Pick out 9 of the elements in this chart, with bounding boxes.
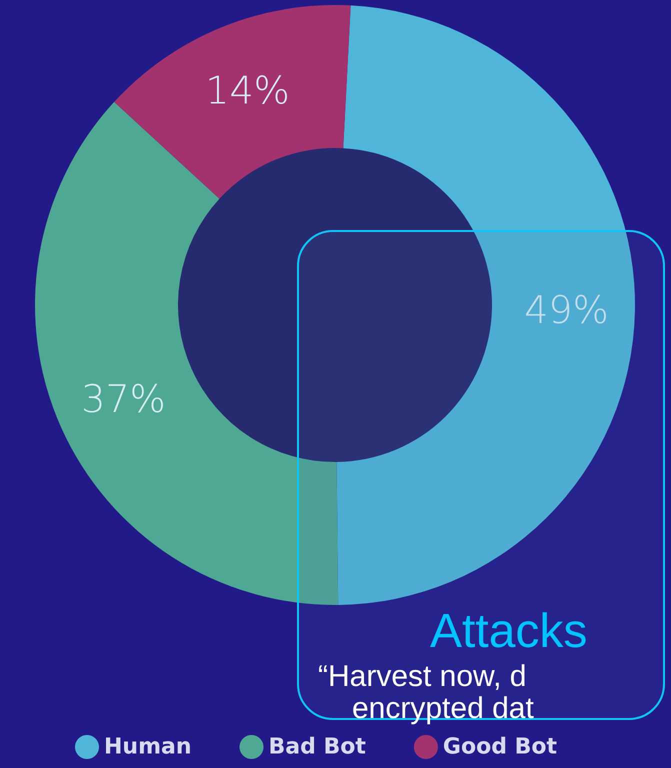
data-label: 14% — [205, 68, 290, 113]
legend-label: Human — [104, 734, 192, 760]
text: encrypted dat — [352, 692, 534, 726]
text: Attacks — [430, 604, 588, 659]
data-label: 37% — [81, 377, 166, 422]
text: “Harvest now, d — [318, 660, 526, 694]
legend-label: Good Bot — [442, 734, 558, 760]
data-label: 49% — [524, 288, 609, 332]
legend-label: Bad Bot — [268, 734, 366, 760]
